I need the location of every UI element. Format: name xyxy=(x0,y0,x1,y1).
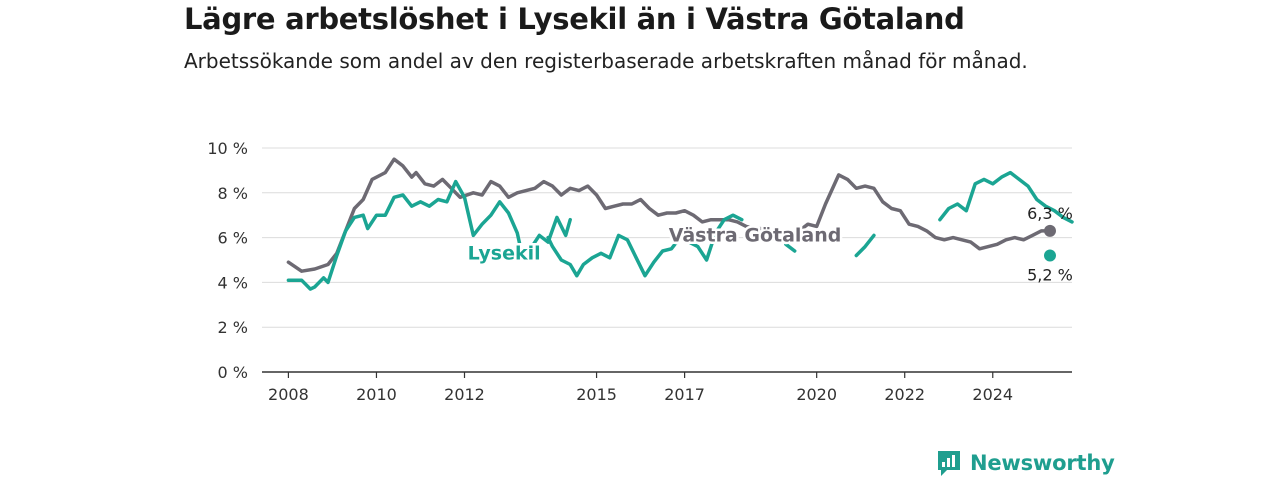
chart-title: Lägre arbetslöshet i Lysekil än i Västra… xyxy=(184,2,965,36)
x-tick-label: 2012 xyxy=(444,385,485,404)
chart-subtitle: Arbetssökande som andel av den registerb… xyxy=(184,49,1028,73)
brand-logo: Newsworthy xyxy=(936,446,1115,480)
y-tick-label: 4 % xyxy=(218,273,248,292)
series-line-lysekil-segment xyxy=(938,170,1074,224)
y-tick-label: 8 % xyxy=(218,184,248,203)
y-tick-label: 0 % xyxy=(218,363,248,382)
brand-name: Newsworthy xyxy=(970,451,1115,475)
end-value-label-lysekil: 5,2 % xyxy=(1027,266,1073,285)
x-tick-label: 2017 xyxy=(664,385,705,404)
series-end-dot-lysekil xyxy=(1043,249,1056,262)
end-value-label-vastra-gotaland: 6,3 % xyxy=(1027,204,1073,223)
newsworthy-logo-icon xyxy=(938,451,960,476)
x-tick-label: 2015 xyxy=(576,385,617,404)
x-tick-label: 2010 xyxy=(356,385,397,404)
series-line-lysekil-segment xyxy=(854,233,876,258)
series-line-lysekil xyxy=(286,179,572,291)
x-tick-label: 2020 xyxy=(796,385,837,404)
series-end-dot-vastra-gotaland xyxy=(1043,224,1056,237)
y-tick-label: 10 % xyxy=(207,139,248,158)
y-tick-label: 6 % xyxy=(218,229,248,248)
y-tick-label: 2 % xyxy=(218,318,248,337)
x-tick-label: 2022 xyxy=(884,385,925,404)
series-inline-label: Västra Götaland xyxy=(669,224,842,246)
x-tick-label: 2008 xyxy=(268,385,309,404)
series-line-lysekil-segment xyxy=(784,242,797,253)
x-tick-label: 2024 xyxy=(972,385,1013,404)
series-line-vastra-gotaland xyxy=(286,157,1052,273)
series-inline-label: Lysekil xyxy=(468,242,541,264)
series-line-lysekil-segment xyxy=(546,213,744,278)
